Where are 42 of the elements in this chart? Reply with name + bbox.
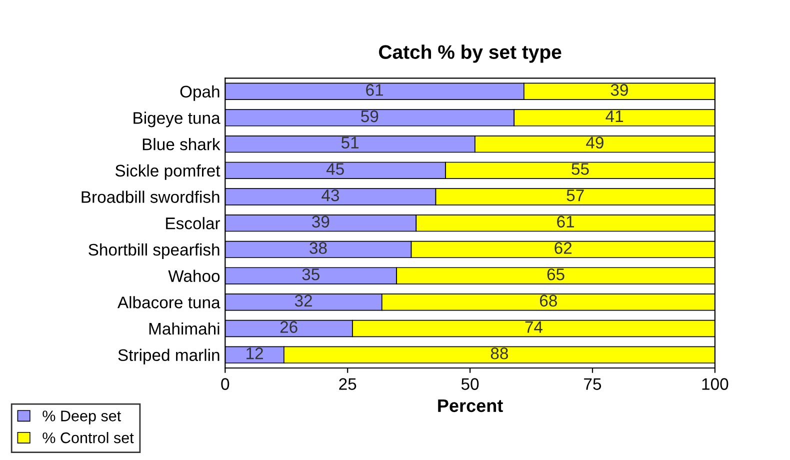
y-tick-label: Bigeye tuna (134, 112, 220, 128)
x-axis-title: Percent (438, 399, 503, 412)
data-label: 88 (490, 348, 508, 360)
data-label: 32 (294, 294, 312, 307)
data-label: 57 (566, 190, 584, 202)
y-tick-label: Blue shark (142, 138, 220, 150)
data-label: 74 (525, 321, 543, 333)
data-label: 38 (310, 242, 327, 254)
y-tick-label: Striped marlin (118, 348, 220, 364)
x-tick-label: 75 (584, 378, 602, 390)
data-label: 45 (326, 163, 344, 175)
data-label: 59 (361, 110, 378, 122)
data-label: 41 (606, 110, 623, 122)
data-label: 61 (366, 84, 383, 96)
data-label: 68 (540, 294, 557, 307)
x-tick-label: 25 (339, 378, 356, 390)
x-tick-label: 50 (461, 378, 479, 390)
data-label: 51 (341, 136, 359, 149)
legend-label: % Control set (42, 432, 134, 444)
data-label: 65 (547, 268, 564, 280)
x-tick-label: 0 (221, 378, 230, 390)
y-tick-label: Wahoo (168, 270, 220, 282)
y-tick-label: Broadbill swordfish (82, 190, 220, 203)
data-label: 55 (572, 163, 589, 175)
data-label: 49 (586, 136, 604, 149)
y-tick-label: Sickle pomfret (115, 164, 220, 180)
y-tick-label: Opah (180, 85, 220, 101)
data-label: 12 (246, 348, 263, 360)
data-label: 61 (557, 216, 574, 228)
y-tick-label: Shortbill spearfish (88, 243, 220, 259)
data-label: 35 (302, 268, 320, 280)
data-label: 62 (554, 242, 572, 254)
data-label: 43 (322, 189, 339, 202)
legend-label: % Deep set (42, 410, 122, 424)
y-tick-label: Escolar (166, 217, 220, 230)
x-tick-label: 100 (702, 378, 728, 390)
y-tick-label: Albacore tuna (117, 296, 220, 308)
data-label: 39 (610, 84, 628, 96)
data-label: 39 (312, 216, 330, 228)
chart-title: Catch % by set type (379, 44, 562, 63)
y-tick-label: Mahimahi (149, 322, 220, 335)
data-label: 26 (280, 321, 298, 333)
